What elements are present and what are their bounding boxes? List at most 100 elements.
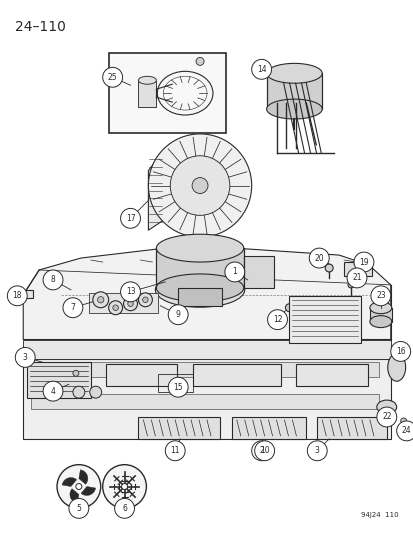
- Bar: [192, 365, 280, 386]
- Bar: [138, 417, 219, 439]
- Circle shape: [97, 296, 104, 303]
- Text: 22: 22: [381, 413, 391, 422]
- Polygon shape: [23, 340, 390, 359]
- Polygon shape: [148, 151, 163, 230]
- Text: 8: 8: [50, 276, 55, 285]
- Text: 24–110: 24–110: [15, 20, 66, 34]
- Circle shape: [123, 297, 137, 311]
- Circle shape: [113, 305, 118, 311]
- Bar: [156, 248, 243, 288]
- Circle shape: [128, 301, 133, 306]
- Circle shape: [170, 156, 229, 215]
- Text: 94J24  110: 94J24 110: [360, 512, 398, 518]
- Polygon shape: [23, 245, 390, 340]
- Circle shape: [254, 441, 274, 461]
- Bar: [289, 296, 360, 343]
- Bar: [13, 290, 33, 298]
- Ellipse shape: [266, 99, 321, 119]
- Text: 19: 19: [358, 257, 368, 266]
- Circle shape: [121, 483, 127, 489]
- Circle shape: [165, 441, 185, 461]
- Ellipse shape: [155, 272, 244, 307]
- Circle shape: [285, 304, 293, 312]
- Circle shape: [306, 441, 326, 461]
- Circle shape: [251, 59, 271, 79]
- Text: 25: 25: [107, 73, 117, 82]
- Text: 15: 15: [173, 383, 183, 392]
- Circle shape: [114, 498, 134, 518]
- Text: 24: 24: [401, 426, 411, 435]
- Wedge shape: [70, 489, 78, 503]
- Circle shape: [15, 348, 35, 367]
- Circle shape: [400, 418, 406, 424]
- Ellipse shape: [376, 400, 396, 414]
- Text: 21: 21: [351, 273, 361, 282]
- Circle shape: [108, 301, 122, 314]
- Text: 17: 17: [126, 214, 135, 223]
- Circle shape: [309, 248, 328, 268]
- Text: 5: 5: [76, 504, 81, 513]
- Circle shape: [57, 465, 100, 508]
- Circle shape: [93, 292, 108, 308]
- Circle shape: [63, 298, 83, 318]
- Text: 1: 1: [232, 268, 237, 277]
- Circle shape: [346, 268, 366, 288]
- Circle shape: [102, 67, 122, 87]
- Ellipse shape: [148, 134, 251, 237]
- Ellipse shape: [156, 274, 243, 302]
- Text: 11: 11: [170, 446, 180, 455]
- Circle shape: [396, 421, 413, 441]
- Circle shape: [76, 483, 82, 489]
- Bar: [88, 293, 158, 313]
- Circle shape: [196, 58, 204, 66]
- Wedge shape: [81, 487, 95, 496]
- Circle shape: [390, 342, 410, 361]
- Ellipse shape: [387, 353, 405, 381]
- Circle shape: [120, 208, 140, 228]
- Wedge shape: [78, 470, 88, 484]
- Circle shape: [347, 282, 353, 288]
- Text: 6: 6: [122, 504, 127, 513]
- Ellipse shape: [369, 302, 391, 314]
- Circle shape: [224, 262, 244, 282]
- Ellipse shape: [156, 234, 243, 262]
- Bar: [296, 365, 367, 386]
- Text: 2: 2: [259, 446, 263, 455]
- Circle shape: [7, 286, 27, 306]
- Bar: [343, 262, 371, 276]
- Circle shape: [192, 177, 207, 193]
- Bar: [31, 394, 378, 409]
- Text: 4: 4: [50, 386, 55, 395]
- Text: 20: 20: [313, 254, 323, 263]
- Circle shape: [251, 441, 271, 461]
- Text: 13: 13: [126, 287, 135, 296]
- Circle shape: [43, 381, 63, 401]
- Circle shape: [353, 252, 373, 272]
- Bar: [231, 417, 306, 439]
- Bar: [178, 288, 221, 306]
- Circle shape: [69, 498, 88, 518]
- Bar: [105, 365, 177, 386]
- Text: 3: 3: [23, 353, 28, 362]
- Text: 9: 9: [176, 310, 180, 319]
- Bar: [243, 256, 273, 288]
- Circle shape: [138, 293, 152, 306]
- Circle shape: [370, 286, 390, 306]
- Circle shape: [142, 297, 148, 303]
- Text: 16: 16: [395, 347, 404, 356]
- Circle shape: [325, 264, 332, 272]
- Text: 18: 18: [12, 292, 22, 300]
- Circle shape: [376, 407, 396, 427]
- Circle shape: [267, 310, 287, 329]
- Text: 10: 10: [259, 446, 269, 455]
- Text: 12: 12: [272, 315, 282, 324]
- Bar: [31, 362, 378, 377]
- Text: 3: 3: [314, 446, 319, 455]
- Bar: [138, 81, 156, 107]
- Circle shape: [102, 465, 146, 508]
- Text: 7: 7: [70, 303, 75, 312]
- Circle shape: [168, 305, 188, 325]
- Circle shape: [90, 386, 102, 398]
- Bar: [316, 417, 386, 439]
- Bar: [158, 374, 192, 392]
